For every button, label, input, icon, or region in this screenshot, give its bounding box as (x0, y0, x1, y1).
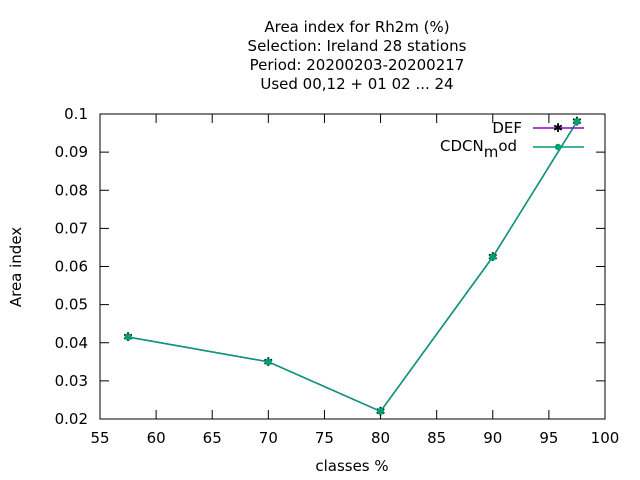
x-tick-label: 100 (591, 429, 620, 447)
plot-frame (99, 113, 606, 420)
x-tick-label: 80 (371, 429, 390, 447)
title-line-3: Period: 20200203-20200217 (250, 56, 465, 74)
x-axis-label: classes % (315, 457, 388, 475)
legend: DEF ✱ CDCNmod (440, 119, 584, 161)
legend-label-cdcn-tail: od (498, 137, 517, 155)
y-tick-label: 0.03 (55, 372, 88, 390)
title-line-2: Selection: Ireland 28 stations (248, 37, 467, 55)
series-1 (124, 118, 581, 415)
x-tick-label: 60 (147, 429, 166, 447)
legend-label-def: DEF (492, 119, 522, 137)
x-tick-label: 95 (539, 429, 558, 447)
legend-marker-def: ✱ (553, 121, 563, 135)
x-tick-label: 85 (427, 429, 446, 447)
title-line-4: Used 00,12 + 01 02 ... 24 (260, 75, 453, 93)
legend-label-cdcn: CDCNmod (440, 137, 517, 161)
y-axis-label: Area index (7, 227, 25, 307)
x-tick-label: 75 (315, 429, 334, 447)
x-tick-label: 55 (90, 429, 109, 447)
y-tick-label: 0.06 (55, 258, 88, 276)
legend-marker-cdcn (554, 143, 562, 151)
data-point (489, 253, 497, 261)
chart-title: Area index for Rh2m (%) Selection: Irela… (248, 18, 467, 93)
legend-label-cdcn-sub: m (484, 143, 499, 161)
series-0: ✱✱✱✱✱ (123, 115, 582, 419)
y-tick-label: 0.09 (55, 143, 88, 161)
series-line (127, 121, 578, 413)
series-layer: ✱✱✱✱✱ (123, 115, 582, 419)
y-tick-label: 0.1 (64, 105, 88, 123)
x-tick-label: 70 (259, 429, 278, 447)
data-point (377, 407, 385, 415)
legend-label-cdcn-main: CDCN (440, 137, 484, 155)
x-axis-ticks: 55 60 65 70 75 80 85 90 95 100 (90, 114, 619, 447)
y-tick-label: 0.05 (55, 296, 88, 314)
y-axis-ticks: 0.02 0.03 0.04 0.05 0.06 0.07 0.08 0.09 0.1 (55, 105, 605, 428)
data-point (124, 333, 132, 341)
data-point (264, 358, 272, 366)
x-tick-label: 65 (203, 429, 222, 447)
data-point (573, 118, 581, 126)
y-tick-label: 0.04 (55, 334, 88, 352)
series-line (127, 121, 578, 413)
x-tick-label: 90 (483, 429, 502, 447)
y-tick-label: 0.07 (55, 219, 88, 237)
title-line-1: Area index for Rh2m (%) (264, 18, 449, 36)
y-tick-label: 0.08 (55, 181, 88, 199)
y-tick-label: 0.02 (55, 410, 88, 428)
